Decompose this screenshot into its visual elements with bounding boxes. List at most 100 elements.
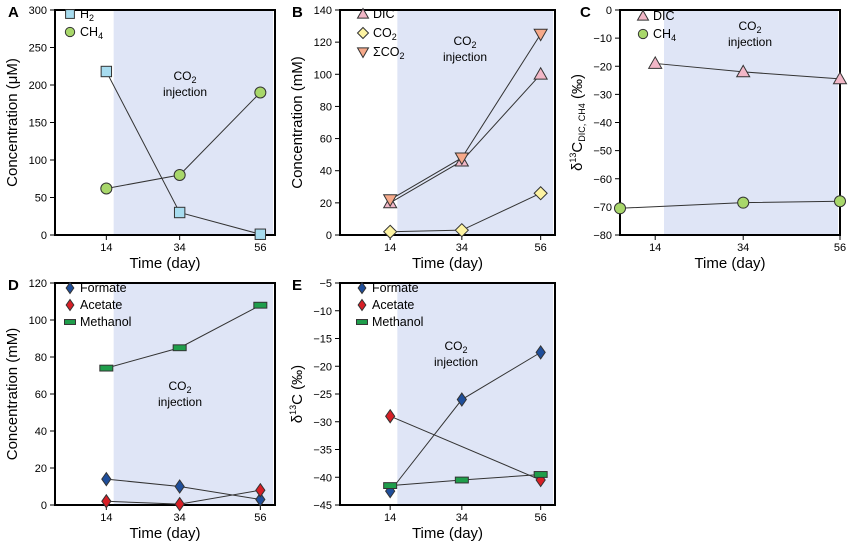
data-point-co2 bbox=[454, 222, 470, 238]
y-tick-label: 40 bbox=[320, 166, 332, 178]
y-tick-label: 100 bbox=[29, 315, 47, 327]
legend-marker-methanol bbox=[356, 319, 368, 325]
y-tick-label: −20 bbox=[313, 361, 332, 373]
y-tick-label: −60 bbox=[593, 174, 612, 186]
data-point-methanol bbox=[99, 364, 114, 372]
y-tick-label: 60 bbox=[320, 134, 332, 146]
x-tick-label: 34 bbox=[456, 242, 468, 254]
annotation-co2: CO2 bbox=[453, 34, 476, 50]
data-point-methanol bbox=[253, 301, 268, 309]
data-point-methanol bbox=[383, 482, 398, 489]
panel-letter: C bbox=[580, 4, 591, 21]
legend-label-ch4: CH4 bbox=[80, 25, 103, 41]
data-point-ch4 bbox=[833, 195, 847, 208]
data-point-h2 bbox=[173, 206, 186, 219]
series-line-acetate bbox=[389, 415, 541, 481]
y-tick-label: 40 bbox=[35, 426, 47, 438]
legend-marker-ch4 bbox=[64, 26, 76, 38]
y-tick-label: −25 bbox=[313, 389, 332, 401]
legend-label-h2: H2 bbox=[80, 7, 94, 23]
legend-marker-acetate bbox=[65, 298, 75, 312]
panel-e: E −5 −10 −15 −20 −25 −30 −35 −40 −45 14 34 56 Time (d… bbox=[288, 277, 556, 542]
legend-marker-dic bbox=[636, 9, 650, 21]
data-point-ch4 bbox=[173, 168, 186, 182]
data-point-co2 bbox=[382, 224, 398, 239]
y-tick-label: 0 bbox=[326, 230, 332, 242]
y-tick-label: 20 bbox=[320, 198, 332, 210]
x-axis-label: Time (day) bbox=[129, 525, 200, 542]
legend-label-σco2: ΣCO2 bbox=[373, 45, 405, 61]
y-tick-label: 80 bbox=[35, 352, 47, 364]
legend-marker-acetate bbox=[357, 298, 367, 312]
y-tick-label: −15 bbox=[313, 334, 332, 346]
y-tick-label: −70 bbox=[593, 202, 612, 214]
injection-shade bbox=[113, 283, 274, 505]
y-tick-label: −5 bbox=[319, 278, 332, 290]
y-tick-label: −40 bbox=[313, 472, 332, 484]
data-point-dic bbox=[832, 71, 848, 85]
data-point-formate bbox=[174, 479, 185, 494]
x-tick-label: 56 bbox=[834, 242, 846, 254]
data-point-acetate bbox=[255, 482, 266, 498]
y-tick-label: −45 bbox=[313, 500, 332, 512]
x-axis-label: Time (day) bbox=[694, 255, 765, 272]
y-tick-label: 100 bbox=[29, 155, 47, 167]
x-tick-label: 34 bbox=[456, 512, 468, 524]
y-tick-label: 250 bbox=[29, 43, 47, 55]
y-axis-label: δ13CDIC, CH4 (‰) bbox=[568, 74, 587, 171]
legend-marker-methanol bbox=[64, 319, 76, 325]
x-tick-label: 14 bbox=[384, 242, 396, 254]
injection-shade bbox=[397, 283, 553, 505]
data-point-dic bbox=[533, 66, 549, 80]
data-point-ch4 bbox=[613, 202, 627, 215]
y-tick-label: 80 bbox=[320, 101, 332, 113]
x-tick-label: 14 bbox=[384, 512, 396, 524]
injection-shade bbox=[664, 10, 838, 235]
data-point-co2 bbox=[533, 186, 548, 201]
annotation-co2: CO2 bbox=[738, 19, 761, 35]
y-tick-label: 0 bbox=[41, 230, 47, 242]
y-tick-label: 100 bbox=[314, 69, 332, 81]
y-tick-label: 0 bbox=[606, 5, 612, 17]
y-tick-label: 140 bbox=[314, 5, 332, 17]
injection-shade bbox=[397, 10, 553, 235]
annotation-co2: CO2 bbox=[173, 69, 196, 85]
y-tick-label: −35 bbox=[313, 445, 332, 457]
data-point-σco2 bbox=[382, 194, 398, 208]
data-point-h2 bbox=[100, 65, 113, 78]
y-axis-label: δ13C (‰) bbox=[288, 365, 306, 423]
panel-letter: B bbox=[292, 4, 303, 21]
legend-marker-h2 bbox=[65, 9, 75, 19]
plot-frame bbox=[339, 9, 556, 236]
panel-letter: A bbox=[8, 4, 19, 21]
y-tick-label: −80 bbox=[593, 230, 612, 242]
data-point-acetate bbox=[385, 408, 396, 424]
x-tick-label: 14 bbox=[100, 242, 112, 254]
data-point-σco2 bbox=[533, 28, 549, 42]
legend-marker-ch4 bbox=[637, 28, 649, 40]
x-tick-label: 34 bbox=[737, 242, 749, 254]
y-tick-label: 60 bbox=[35, 389, 47, 401]
x-tick-label: 14 bbox=[100, 512, 112, 524]
x-axis-label: Time (day) bbox=[129, 255, 200, 272]
annotation-co2: CO2 bbox=[168, 379, 191, 395]
annotation-injection: injection bbox=[443, 50, 487, 64]
annotation-injection: injection bbox=[434, 355, 478, 369]
y-tick-label: −20 bbox=[593, 61, 612, 73]
legend-label-co2: CO2 bbox=[373, 26, 397, 42]
data-point-dic bbox=[647, 55, 663, 69]
data-point-acetate bbox=[101, 493, 112, 509]
panel-letter: E bbox=[292, 277, 302, 294]
legend-label-methanol: Methanol bbox=[80, 315, 131, 329]
legend-label-formate: Formate bbox=[372, 281, 419, 295]
x-axis-label: Time (day) bbox=[412, 525, 483, 542]
legend-marker-σco2 bbox=[356, 47, 370, 59]
annotation-injection: injection bbox=[163, 85, 207, 99]
y-axis-label: Concentration (mM) bbox=[289, 56, 306, 189]
x-axis-label: Time (day) bbox=[412, 255, 483, 272]
panel-letter: D bbox=[8, 277, 19, 294]
y-tick-label: −10 bbox=[313, 306, 332, 318]
y-tick-label: −30 bbox=[313, 417, 332, 429]
data-point-h2 bbox=[254, 228, 267, 240]
